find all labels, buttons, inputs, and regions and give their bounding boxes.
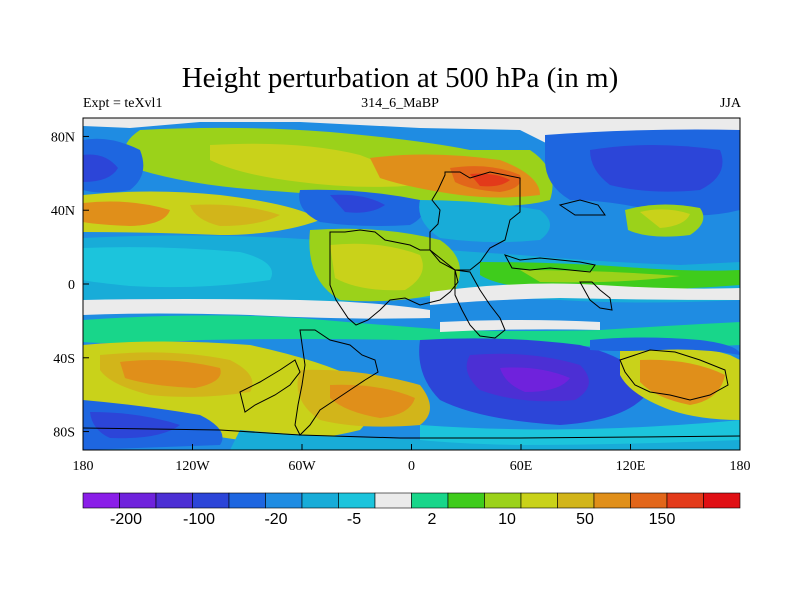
colorbar-swatch: [155, 492, 193, 509]
y-tick-label: 80N: [51, 130, 75, 145]
x-tick-label: 60E: [510, 459, 533, 474]
y-tick-label: 40S: [53, 352, 75, 367]
colorbar-swatch: [593, 492, 631, 509]
x-tick-label: 0: [408, 459, 415, 474]
colorbar-label: -100: [183, 511, 215, 528]
colorbar-label: -200: [110, 511, 142, 528]
colorbar-swatch: [119, 492, 157, 509]
colorbar-swatch: [411, 492, 449, 509]
colorbar-swatch: [630, 492, 668, 509]
colorbar-label: 10: [498, 511, 516, 528]
colorbar-swatch: [484, 492, 522, 509]
colorbar: [82, 492, 741, 509]
x-tick-label: 180: [730, 459, 751, 474]
colorbar-label: 2: [428, 511, 437, 528]
colorbar-swatch: [666, 492, 704, 509]
colorbar-swatch: [192, 492, 230, 509]
colorbar-swatch: [338, 492, 376, 509]
map-title: Height perturbation at 500 hPa (in m): [181, 62, 619, 94]
y-tick-label: 0: [68, 278, 75, 293]
colorbar-swatch: [228, 492, 266, 509]
run-label: 314_6_MaBP: [361, 96, 439, 111]
colorbar-swatch: [703, 492, 741, 509]
x-tick-label: 180: [73, 459, 94, 474]
colorbar-label: -20: [264, 511, 287, 528]
contour-field: [83, 118, 740, 450]
axis-ticks: [82, 135, 741, 450]
colorbar-swatch: [520, 492, 558, 509]
colorbar-labels: -200 -100 -20 -5 2 10 50 150: [110, 511, 675, 528]
x-axis-labels: 180 120W 60W 0 60E 120E 180: [73, 459, 751, 474]
y-axis-labels: 80N 40N 0 40S 80S: [51, 130, 75, 440]
x-tick-label: 120W: [175, 459, 210, 474]
continent-outlines: [83, 171, 740, 439]
colorbar-label: 50: [576, 511, 594, 528]
season-label: JJA: [719, 96, 741, 111]
colorbar-label: 150: [649, 511, 676, 528]
experiment-label: Expt = teXvl1: [83, 96, 163, 111]
colorbar-label: -5: [347, 511, 361, 528]
colorbar-swatch: [82, 492, 120, 509]
x-tick-label: 120E: [616, 459, 646, 474]
y-tick-label: 80S: [53, 426, 75, 441]
colorbar-swatch: [557, 492, 595, 509]
colorbar-swatch: [374, 492, 412, 509]
colorbar-swatch: [301, 492, 339, 509]
x-tick-label: 60W: [288, 459, 316, 474]
colorbar-swatch: [447, 492, 485, 509]
colorbar-swatch: [265, 492, 303, 509]
y-tick-label: 40N: [51, 204, 75, 219]
